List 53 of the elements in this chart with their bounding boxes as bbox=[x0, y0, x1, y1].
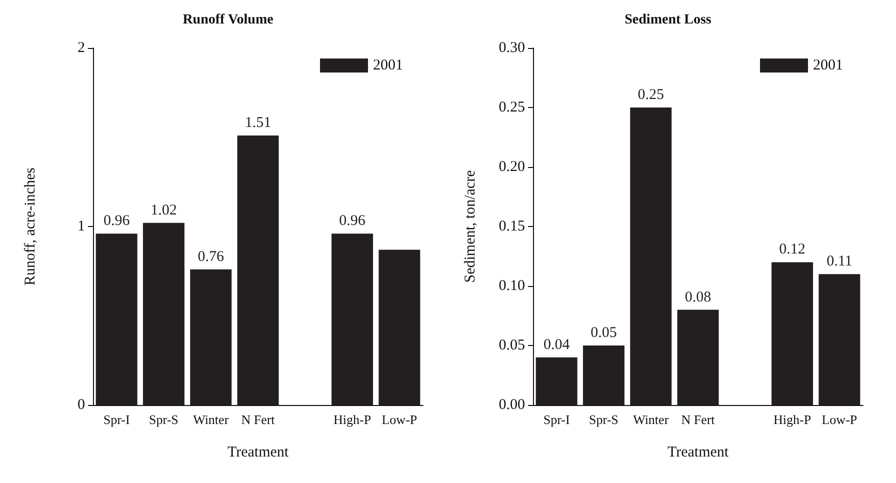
bar bbox=[630, 108, 672, 405]
bar bbox=[378, 250, 420, 405]
data-label: 0.96 bbox=[103, 213, 130, 230]
y-tick-label: 0.00 bbox=[498, 397, 525, 413]
x-tick-label: High-P bbox=[334, 412, 372, 427]
chart-title: Sediment Loss bbox=[624, 12, 712, 28]
bar bbox=[772, 262, 814, 405]
data-label: 0.08 bbox=[684, 289, 712, 306]
x-tick-label: Low-P bbox=[822, 412, 858, 427]
x-tick-label: High-P bbox=[774, 412, 812, 427]
chart-title: Runoff Volume bbox=[182, 12, 274, 28]
data-label: 0.04 bbox=[543, 336, 570, 353]
data-label: 0.11 bbox=[826, 254, 852, 270]
bar bbox=[237, 135, 279, 405]
y-axis-title: Sediment, ton/acre bbox=[462, 170, 478, 283]
y-tick-label: 0.30 bbox=[498, 40, 525, 56]
bar bbox=[190, 269, 232, 405]
y-tick-label: 0.20 bbox=[498, 159, 525, 175]
y-tick-label: 0 bbox=[78, 397, 85, 413]
bar bbox=[96, 234, 138, 405]
bar bbox=[332, 234, 374, 405]
x-tick-label: Spr-S bbox=[149, 412, 178, 427]
y-tick-label: 2 bbox=[78, 40, 85, 56]
bar bbox=[536, 357, 578, 405]
x-tick-label: Spr-S bbox=[589, 412, 618, 427]
data-label: 0.96 bbox=[339, 213, 366, 230]
bar bbox=[582, 346, 624, 405]
x-tick-label: Low-P bbox=[382, 412, 418, 427]
data-label: 1.51 bbox=[244, 114, 272, 131]
data-label: 0.76 bbox=[198, 248, 224, 265]
bar bbox=[142, 222, 184, 405]
x-tick-label: Winter bbox=[193, 412, 230, 427]
y-tick-label: 1 bbox=[78, 218, 85, 234]
data-label: 0.25 bbox=[638, 87, 664, 103]
legend-label: 2001 bbox=[373, 58, 403, 74]
data-label: 1.02 bbox=[150, 202, 177, 218]
x-tick-label: Spr-I bbox=[543, 412, 570, 427]
data-label: 0.12 bbox=[779, 242, 806, 258]
x-axis-title: Treatment bbox=[667, 444, 730, 460]
x-tick-label: N Fert bbox=[241, 412, 276, 427]
bar bbox=[818, 274, 860, 405]
x-tick-label: N Fert bbox=[681, 412, 716, 427]
x-tick-label: Spr-I bbox=[103, 412, 130, 427]
y-tick-label: 0.25 bbox=[498, 100, 525, 116]
data-label: 0.05 bbox=[590, 325, 617, 341]
legend-label: 2001 bbox=[813, 58, 843, 74]
y-axis-title: Runoff, acre-inches bbox=[22, 167, 38, 286]
x-axis-title: Treatment bbox=[227, 444, 290, 460]
bar bbox=[677, 310, 719, 405]
y-tick-label: 0.10 bbox=[498, 278, 525, 294]
y-tick-label: 0.15 bbox=[498, 218, 525, 234]
y-tick-label: 0.05 bbox=[498, 338, 525, 354]
x-tick-label: Winter bbox=[633, 412, 670, 427]
